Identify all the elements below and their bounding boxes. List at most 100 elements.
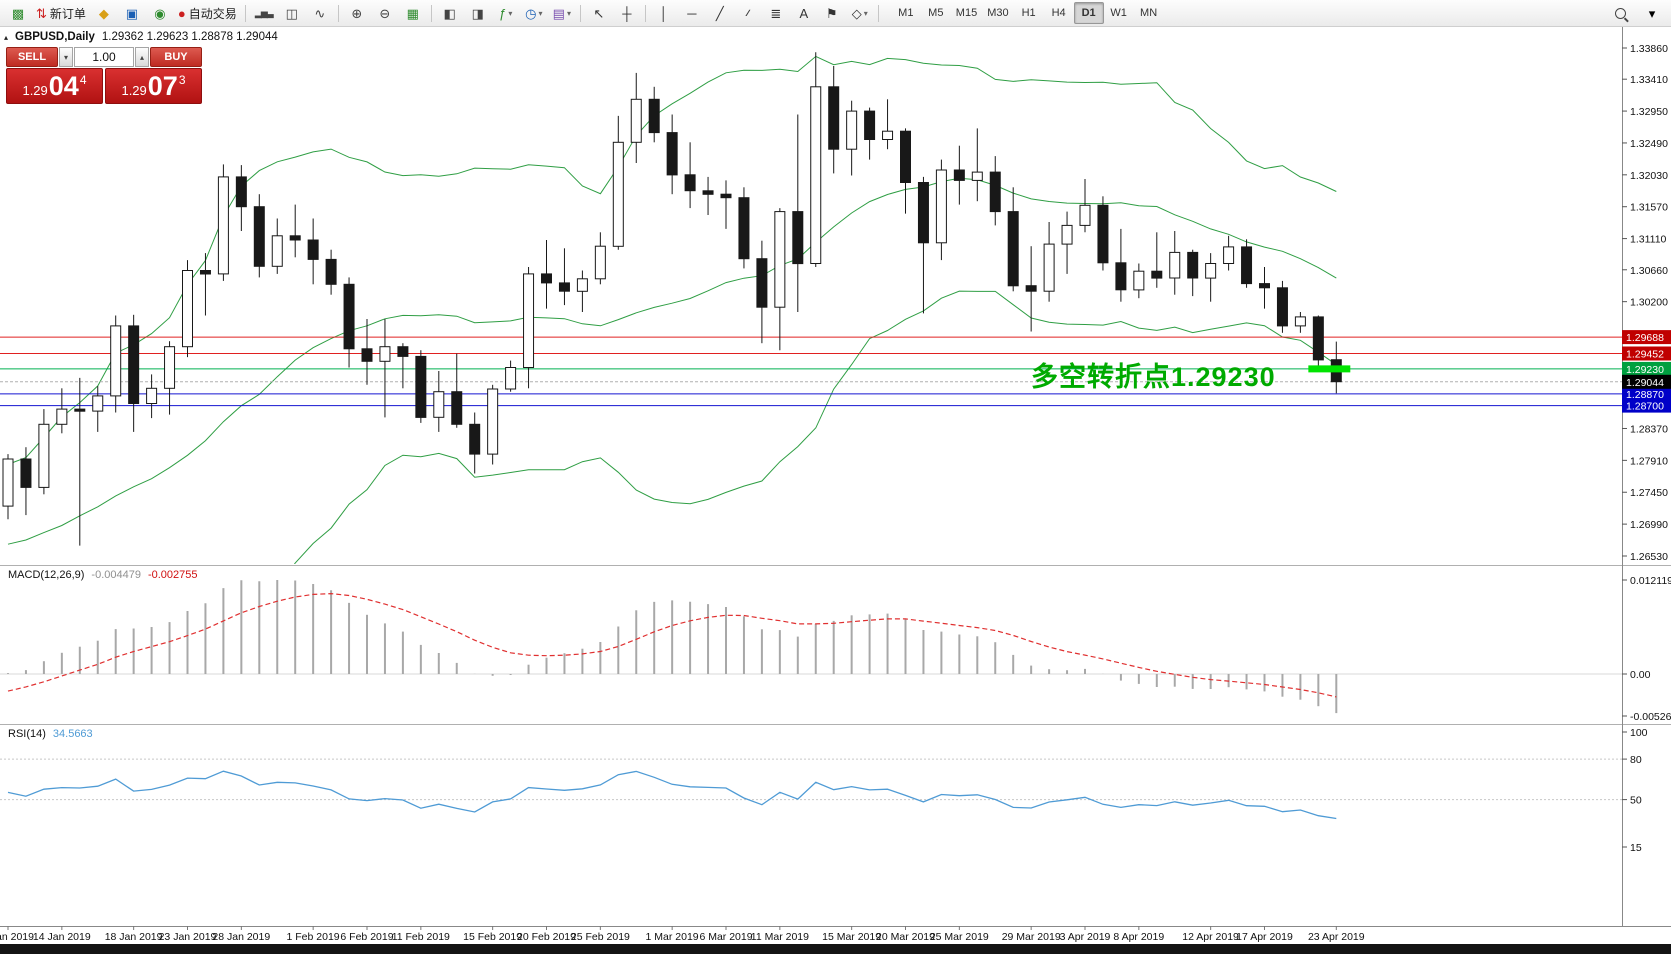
timeframe-d1-button[interactable]: D1 (1073, 2, 1104, 24)
sell-button[interactable]: SELL (6, 47, 58, 67)
price-axis-label: 1.26990 (1630, 519, 1668, 531)
timeframe-m15-button[interactable]: M15 (955, 7, 978, 19)
crosshair-tool-button[interactable]: ┼ (613, 1, 641, 25)
chart-expand-icon[interactable]: ▴ (4, 33, 9, 42)
candle-body (235, 176, 247, 208)
new-order-button[interactable]: ⇅ 新订单 (32, 1, 90, 25)
candle-body (1241, 246, 1253, 285)
chevron-down-icon: ▾ (1648, 6, 1656, 21)
toolbar-separator (644, 4, 646, 22)
zoom-in-button[interactable]: ⊕ (343, 1, 371, 25)
level-highlight-segment[interactable] (1308, 365, 1351, 373)
templates-button[interactable]: ▤ ▾ (548, 1, 576, 25)
horizontal-line-tool-button[interactable]: ─ (678, 1, 706, 25)
volume-increase-button[interactable]: ▴ (135, 47, 149, 67)
price-axis-label: 1.30660 (1630, 265, 1668, 277)
date-axis-label: 6 Mar 2019 (699, 931, 752, 943)
timeframe-mn-button[interactable]: MN (1140, 7, 1158, 19)
text-tool-button[interactable]: A (790, 1, 818, 25)
rsi-value: 34.5663 (52, 728, 93, 740)
chart-title: GBPUSD,Daily 1.29362 1.29623 1.28878 1.29… (15, 31, 278, 43)
indicators-list-dropdown-icon[interactable]: ▾ (508, 8, 513, 18)
label-tool-button[interactable]: ⚑ (818, 1, 846, 25)
shapes-tool-icon: ◇ (851, 5, 862, 21)
candle-body (1312, 316, 1324, 361)
terminal-window-button[interactable]: ▣ (118, 1, 146, 25)
candle-body (666, 132, 678, 176)
timeframe-m5-button[interactable]: M5 (928, 7, 944, 19)
timeframe-m30-button[interactable]: M30 (987, 7, 1009, 19)
date-axis-label: 20 Mar 2019 (876, 931, 935, 943)
bar-chart-mode-button[interactable]: ▂▅▃ (250, 1, 278, 25)
candle-body (217, 176, 229, 275)
periods-list-dropdown-icon[interactable]: ▾ (538, 8, 543, 18)
bollinger-lower-band (293, 290, 1337, 564)
new-chart-button[interactable]: ▩ (4, 1, 32, 25)
sell-price-point: 4 (79, 73, 87, 87)
trendline-tool-button[interactable]: ╱ (706, 1, 734, 25)
search-icon (1614, 8, 1626, 19)
candlestick-mode-button[interactable]: ◫ (278, 1, 306, 25)
price-tag-label: 1.29230 (1626, 364, 1664, 376)
price-tag (1622, 374, 1671, 389)
date-axis-label: 12 Apr 2019 (1182, 931, 1239, 943)
fibonacci-tool-button[interactable]: ≣ (762, 1, 790, 25)
volume-decrease-button[interactable]: ▾ (59, 47, 73, 67)
cursor-tool-button[interactable]: ↖ (585, 1, 613, 25)
price-tag (1622, 386, 1671, 401)
timeframe-m1-button[interactable]: M1 (898, 7, 914, 19)
templates-dropdown-icon[interactable]: ▾ (566, 8, 571, 18)
indicators-list-button[interactable]: ƒ ▾ (492, 1, 520, 25)
sell-price-box[interactable]: 1.29 04 4 (6, 68, 103, 104)
toolbar-separator (430, 4, 432, 22)
search-button[interactable] (1606, 2, 1634, 26)
timeframe-w1-button[interactable]: W1 (1110, 7, 1127, 19)
periods-list-button[interactable]: ◷ ▾ (520, 1, 548, 25)
timeframe-h1-button[interactable]: H1 (1021, 7, 1036, 19)
chart-profiles-button[interactable]: ◆ (90, 1, 118, 25)
ohlc-values: 1.29362 1.29623 1.28878 1.29044 (101, 31, 278, 43)
candle-body (92, 395, 104, 412)
more-tools-button[interactable]: ▾ (1638, 2, 1666, 26)
shapes-tool-button[interactable]: ◇ ▾ (846, 1, 874, 25)
volume-input[interactable]: 1.00 (74, 47, 134, 67)
candle-body (523, 273, 535, 368)
symbol-name: GBPUSD,Daily (15, 31, 95, 43)
new-order-icon: ⇅ (36, 5, 47, 21)
buy-button[interactable]: BUY (150, 47, 202, 67)
macd-signal-line (7, 592, 1337, 698)
price-axis-label: 1.26530 (1630, 551, 1668, 563)
timeframe-h4-button[interactable]: H4 (1051, 7, 1066, 19)
price-tag (1622, 361, 1671, 376)
price-axis-label: 1.32490 (1630, 138, 1668, 150)
chart-annotation-text[interactable]: 多空转折点1.29230 (1031, 362, 1276, 392)
candle-body (1079, 204, 1091, 226)
candle-body (1025, 285, 1037, 292)
buy-price-box[interactable]: 1.29 07 3 (105, 68, 202, 104)
candle-body (630, 98, 642, 143)
tile-windows-button[interactable]: ▦ (399, 1, 427, 25)
candle-body (1169, 251, 1181, 279)
auto-trading-button[interactable]: ● 自动交易 (174, 1, 241, 25)
bollinger-upper-band (7, 55, 1337, 465)
periods-list-icon: ◷ (525, 5, 537, 21)
strategy-tester-icon: ◉ (154, 5, 166, 21)
macd-indicator-label: MACD(12,26,9) -0.004479 -0.002755 (8, 569, 198, 581)
candle-body (1097, 204, 1109, 264)
candle-body (684, 174, 696, 192)
candle-body (1151, 270, 1163, 279)
shapes-tool-dropdown-icon[interactable]: ▾ (863, 8, 868, 18)
bar-chart-mode-icon: ▂▅▃ (254, 7, 274, 18)
arrange-windows-button[interactable]: ◧ (436, 1, 464, 25)
candle-body (594, 245, 606, 280)
line-chart-mode-button[interactable]: ∿ (306, 1, 334, 25)
chart-shift-button[interactable]: ◨ (464, 1, 492, 25)
bollinger-middle-band (7, 177, 1337, 545)
candle-body (325, 258, 337, 285)
channel-tool-button[interactable]: ∕∕ (734, 1, 762, 25)
zoom-out-button[interactable]: ⊖ (371, 1, 399, 25)
price-tag (1622, 346, 1671, 361)
strategy-tester-button[interactable]: ◉ (146, 1, 174, 25)
vertical-line-tool-button[interactable]: │ (650, 1, 678, 25)
